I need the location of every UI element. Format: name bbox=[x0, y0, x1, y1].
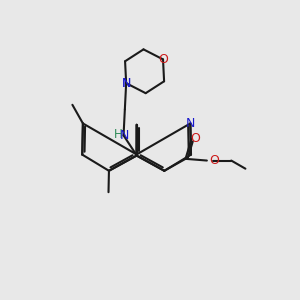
Text: O: O bbox=[158, 53, 168, 66]
Text: N: N bbox=[122, 77, 131, 90]
Text: N: N bbox=[186, 117, 195, 130]
Text: N: N bbox=[122, 77, 131, 90]
Text: O: O bbox=[209, 154, 219, 167]
Text: N: N bbox=[120, 129, 129, 142]
Text: H: H bbox=[114, 128, 123, 141]
Text: O: O bbox=[190, 132, 200, 146]
